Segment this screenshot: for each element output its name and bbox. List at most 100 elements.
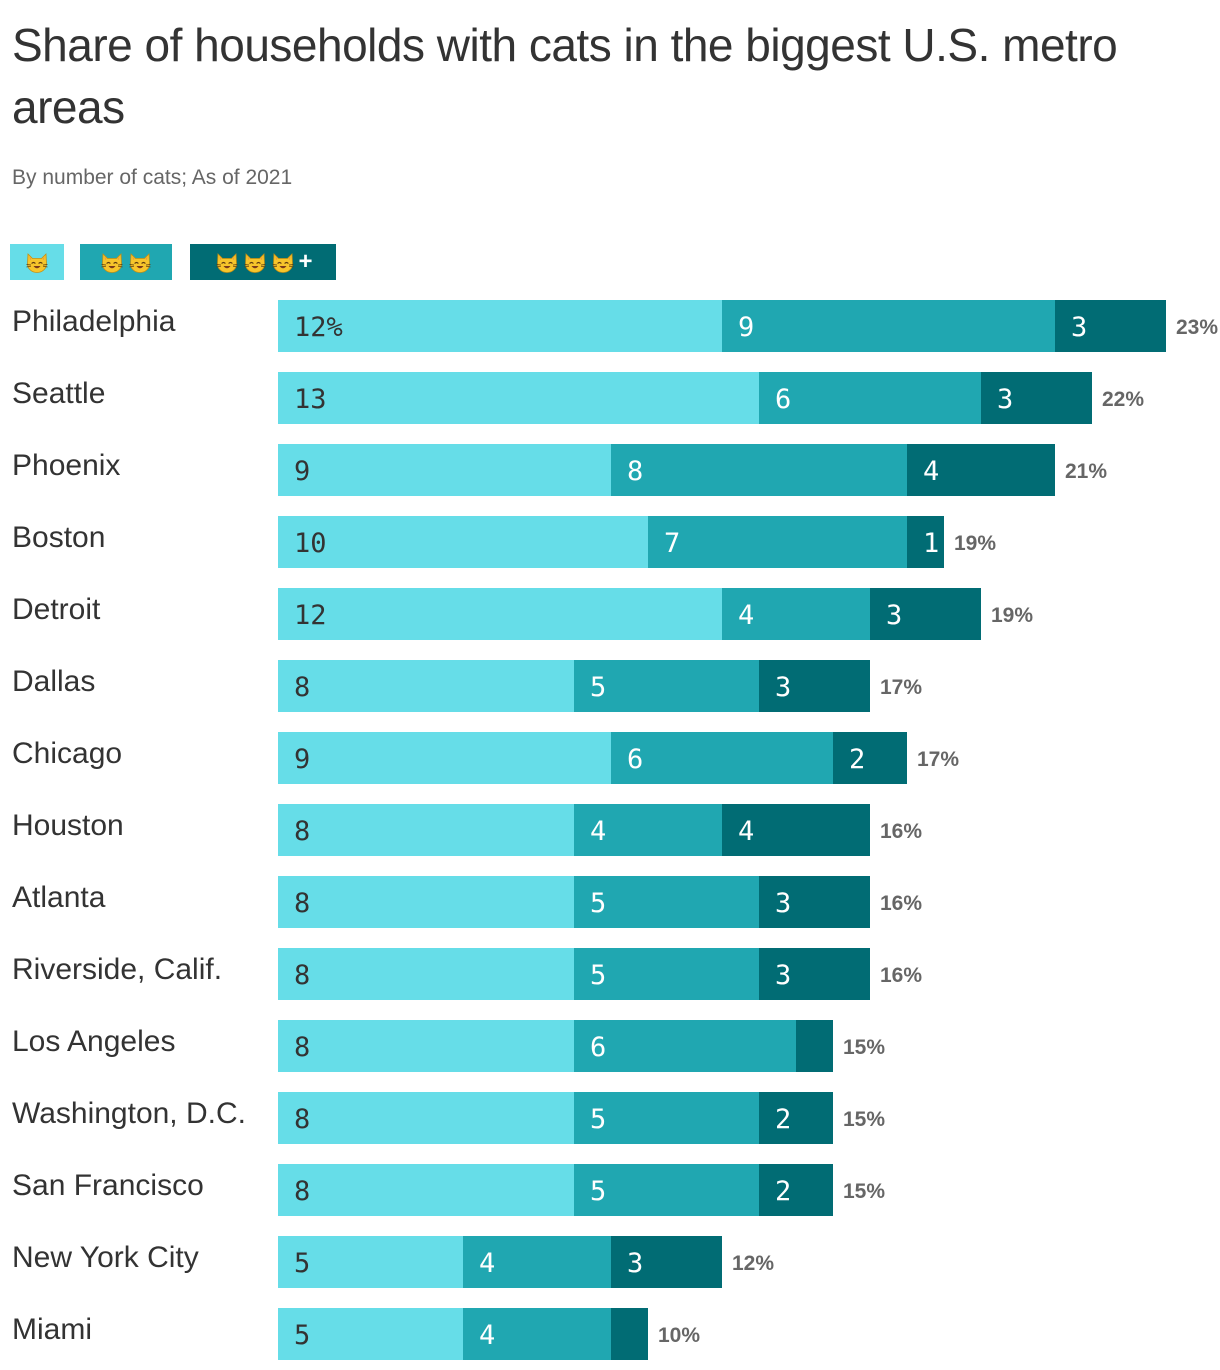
segment-value-label: 5: [590, 1176, 606, 1207]
bar-segment-one-cat: [278, 876, 574, 928]
bar-segment-two-cats: [574, 1164, 759, 1216]
total-value-label: 16%: [880, 892, 922, 915]
total-value-label: 21%: [1065, 460, 1107, 483]
total-value-label: 16%: [880, 964, 922, 987]
segment-value-label: 8: [294, 960, 310, 991]
bar-segment-three-plus-cats: [833, 732, 907, 784]
bar-segment-one-cat: [278, 732, 611, 784]
bar-segment-one-cat: [278, 588, 722, 640]
category-label: Phoenix: [12, 449, 121, 482]
bar-segment-two-cats: [722, 300, 1055, 352]
bar-segment-three-plus-cats: [796, 1020, 833, 1072]
bar-segment-one-cat: [278, 1020, 574, 1072]
category-label: Los Angeles: [12, 1025, 176, 1058]
legend-two-cats: [80, 244, 172, 280]
legend-plus-label: +: [298, 248, 313, 275]
bar-segment-two-cats: [574, 876, 759, 928]
bar-segment-one-cat: [278, 1308, 463, 1360]
category-label: Miami: [12, 1313, 92, 1346]
bar-segment-three-plus-cats: [759, 1164, 833, 1216]
bar-segment-three-plus-cats: [759, 1092, 833, 1144]
bar-segment-two-cats: [574, 660, 759, 712]
bar-segment-one-cat: [278, 300, 722, 352]
total-value-label: 22%: [1102, 388, 1144, 411]
bar-segment-two-cats: [463, 1236, 611, 1288]
bar-segment-two-cats: [611, 732, 833, 784]
cat-icon: [129, 253, 151, 273]
segment-value-label: 8: [294, 816, 310, 847]
bar-segment-two-cats: [574, 1020, 796, 1072]
segment-value-label: 2: [849, 744, 865, 775]
segment-value-label: 6: [775, 384, 791, 415]
legend-one-cat: [10, 244, 64, 280]
segment-value-label: 3: [627, 1248, 643, 1279]
bar-segment-two-cats: [611, 444, 907, 496]
bar-segment-two-cats: [463, 1308, 611, 1360]
total-value-label: 19%: [954, 532, 996, 555]
total-value-label: 15%: [843, 1180, 885, 1203]
bar-segment-one-cat: [278, 1164, 574, 1216]
segment-value-label: 12%: [294, 312, 343, 343]
bar-segment-three-plus-cats: [981, 372, 1092, 424]
category-label: Boston: [12, 521, 106, 554]
segment-value-label: 2: [775, 1176, 791, 1207]
bar-segment-two-cats: [648, 516, 907, 568]
segment-value-label: 12: [294, 600, 327, 631]
bar-segment-two-cats: [574, 948, 759, 1000]
category-label: New York City: [12, 1241, 199, 1274]
chart-title: Share of households with cats in the big…: [12, 19, 1118, 133]
segment-value-label: 3: [775, 888, 791, 919]
bar-segment-two-cats: [722, 588, 870, 640]
segment-value-label: 4: [738, 816, 754, 847]
bar-segment-one-cat: [278, 1092, 574, 1144]
total-value-label: 15%: [843, 1108, 885, 1131]
total-value-label: 17%: [880, 676, 922, 699]
segment-value-label: 8: [294, 1176, 310, 1207]
segment-value-label: 8: [294, 888, 310, 919]
bar-segment-three-plus-cats: [611, 1308, 648, 1360]
segment-value-label: 8: [294, 1032, 310, 1063]
segment-value-label: 4: [479, 1320, 495, 1351]
bar-segment-one-cat: [278, 372, 759, 424]
bar-segment-one-cat: [278, 660, 574, 712]
cat-icon: [272, 253, 295, 273]
category-label: Riverside, Calif.: [12, 953, 223, 986]
segment-value-label: 3: [775, 960, 791, 991]
bar-segment-one-cat: [278, 804, 574, 856]
category-label: San Francisco: [12, 1169, 204, 1202]
bar-segment-one-cat: [278, 1236, 463, 1288]
segment-value-label: 8: [627, 456, 643, 487]
segment-value-label: 5: [590, 672, 606, 703]
bar-segment-three-plus-cats: [1055, 300, 1166, 352]
segment-value-label: 9: [738, 312, 754, 343]
segment-value-label: 4: [923, 456, 939, 487]
bar-segment-two-cats: [759, 372, 981, 424]
cat-icon: [101, 253, 123, 273]
segment-value-label: 8: [294, 672, 310, 703]
category-label: Atlanta: [12, 881, 106, 914]
total-value-label: 23%: [1176, 316, 1218, 339]
legend-three-plus-cats: +: [190, 244, 336, 280]
bar-segment-three-plus-cats: [722, 804, 870, 856]
bar-segment-three-plus-cats: [870, 588, 981, 640]
segment-value-label: 5: [590, 1104, 606, 1135]
chart-subtitle: By number of cats; As of 2021: [12, 166, 293, 189]
segment-value-label: 6: [627, 744, 643, 775]
bar-segment-three-plus-cats: [759, 660, 870, 712]
category-label: Philadelphia: [12, 305, 176, 338]
category-label: Washington, D.C.: [12, 1097, 246, 1130]
bar-segment-one-cat: [278, 516, 648, 568]
category-label: Seattle: [12, 377, 106, 410]
segment-value-label: 6: [590, 1032, 606, 1063]
category-label: Chicago: [12, 737, 123, 770]
total-value-label: 10%: [658, 1324, 700, 1347]
segment-value-label: 5: [294, 1248, 310, 1279]
cat-icon: [244, 253, 267, 273]
segment-value-label: 13: [294, 384, 327, 415]
bar-segment-three-plus-cats: [611, 1236, 722, 1288]
bar-segment-two-cats: [574, 1092, 759, 1144]
segment-value-label: 4: [738, 600, 754, 631]
total-value-label: 19%: [991, 604, 1033, 627]
bar-segment-three-plus-cats: [907, 444, 1055, 496]
